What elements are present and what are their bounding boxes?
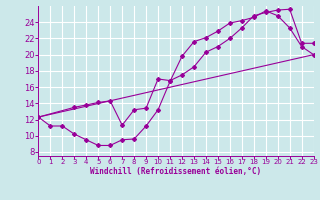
X-axis label: Windchill (Refroidissement éolien,°C): Windchill (Refroidissement éolien,°C) [91, 167, 261, 176]
